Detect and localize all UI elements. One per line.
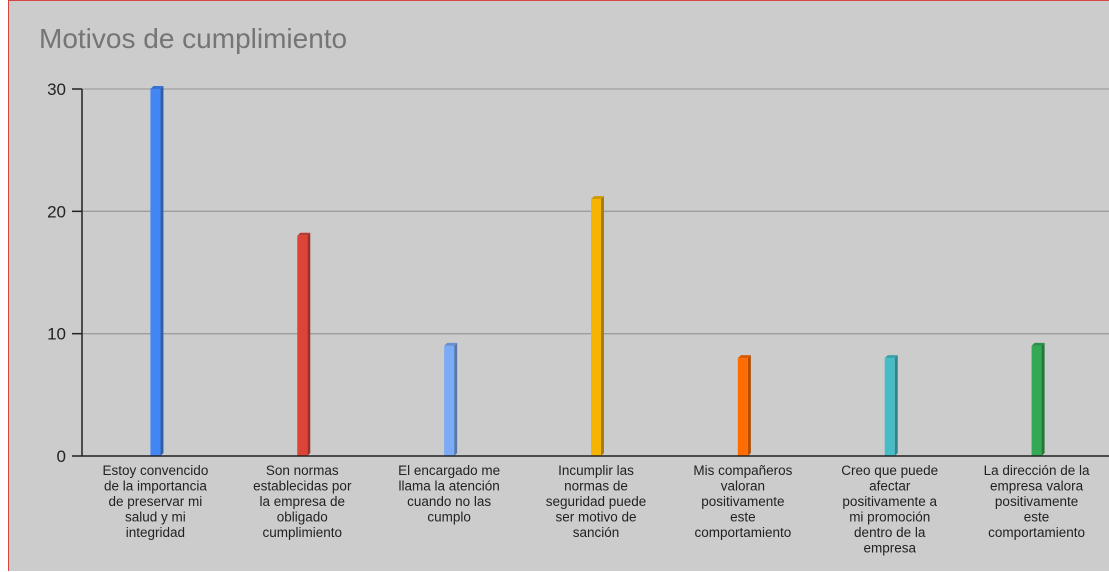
x-category-label: Creo que puede afectar positivamente a mi p…: [841, 463, 938, 556]
x-category-label-line: de preservar mi: [109, 494, 203, 509]
x-category-label-line: este: [1024, 510, 1050, 525]
x-category-label-line: seguridad puede: [546, 494, 647, 509]
x-category-label-line: positivamente: [701, 494, 784, 509]
y-tick-label: 0: [57, 447, 66, 466]
x-category-label-line: normas de: [564, 479, 628, 494]
x-category-label-line: cumplo: [427, 510, 471, 525]
x-category-label: Estoy convencido de la importancia de pres…: [103, 463, 209, 540]
x-category-label-line: Son normas: [266, 463, 339, 478]
x-category-label: Mis compañeros valoran positivamente este co…: [693, 463, 792, 540]
x-category-label-line: positivamente: [995, 494, 1078, 509]
x-category-label-line: este: [730, 510, 756, 525]
x-category-label-line: llama la atención: [398, 479, 499, 494]
bar-side: [894, 355, 898, 456]
bar: [591, 199, 601, 456]
x-category-label-line: La dirección de la: [984, 463, 1090, 478]
x-category-label-line: establecidas por: [253, 479, 352, 494]
bar-top: [591, 196, 604, 200]
x-category-label-line: cuando no las: [407, 494, 491, 509]
x-category-label-line: ser motivo de: [555, 510, 636, 525]
y-tick-label: 30: [47, 80, 66, 99]
bar: [444, 345, 455, 456]
chart-title: Motivos de cumplimiento: [39, 23, 348, 54]
bar-top: [1031, 342, 1045, 346]
bar-top: [150, 86, 164, 89]
bar-chart: 0 10 20 30 Estoy convencido de la importancia…: [47, 80, 1109, 556]
x-category-label-line: Incumplir las: [558, 463, 634, 478]
x-category-label-line: comportamiento: [694, 525, 791, 540]
x-category-label-line: cumplimiento: [263, 525, 343, 540]
y-tick-label: 10: [47, 325, 66, 344]
x-category-label-line: empresa: [863, 541, 916, 556]
x-category-label-line: Estoy convencido: [103, 463, 209, 478]
x-category-label-line: afectar: [869, 479, 911, 494]
x-category-label-line: integridad: [126, 525, 185, 540]
bar: [150, 89, 161, 456]
bar-side: [160, 86, 164, 456]
x-category-label-line: obligado: [277, 510, 328, 525]
bar-top: [884, 355, 898, 359]
x-category-label-line: Mis compañeros: [693, 463, 792, 478]
bar: [1031, 345, 1042, 456]
x-category-label-line: positivamente a: [842, 494, 937, 509]
chart-panel: Motivos de cumplimiento 0 10 20 30 Estoy con…: [8, 0, 1109, 571]
bar: [884, 358, 895, 456]
bar-top: [444, 342, 458, 346]
bar-side: [601, 196, 604, 456]
bar-top: [297, 232, 311, 236]
x-category-label-line: de la importancia: [104, 479, 207, 494]
x-category-label-line: salud y mi: [125, 510, 186, 525]
x-category-label-line: comportamiento: [988, 525, 1085, 540]
x-category-label: La dirección de la empresa valora positiva…: [984, 463, 1090, 540]
bar-side: [1041, 342, 1045, 456]
x-category-label-line: dentro de la: [854, 525, 926, 540]
x-category-label-line: la empresa de: [260, 494, 346, 509]
bar: [297, 235, 308, 456]
x-category-label: Incumplir las normas de seguridad puede ser…: [546, 463, 647, 540]
bar-side: [307, 232, 311, 456]
bar-side: [454, 342, 458, 456]
x-category-label-line: Creo que puede: [841, 463, 938, 478]
x-category-label-line: sanción: [573, 525, 620, 540]
x-category-label-line: El encargado me: [398, 463, 500, 478]
x-category-label: Son normas establecidas por la empresa de o…: [253, 463, 352, 540]
bar-top: [737, 355, 751, 359]
x-category-label: El encargado me llama la atención cuando n…: [398, 463, 500, 525]
bar: [737, 358, 748, 456]
bar-side: [747, 355, 751, 456]
x-category-label-line: valoran: [721, 479, 765, 494]
x-category-label-line: empresa valora: [990, 479, 1084, 494]
y-tick-label: 20: [47, 202, 66, 221]
x-category-label-line: mi promoción: [849, 510, 930, 525]
